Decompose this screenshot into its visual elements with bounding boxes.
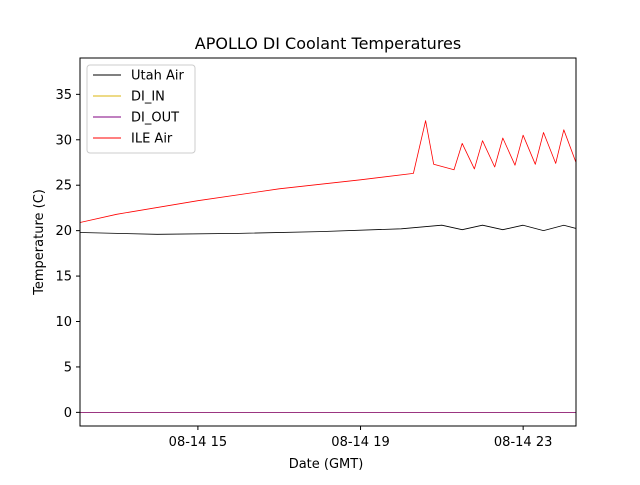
y-tick-label: 10	[55, 315, 72, 330]
legend-box	[86, 64, 196, 154]
legend-label: DI_OUT	[131, 111, 179, 126]
legend-label: ILE Air	[131, 132, 173, 147]
y-tick-label: 5	[64, 360, 72, 375]
y-tick-label: 15	[55, 270, 72, 285]
y-tick-label: 25	[55, 179, 72, 194]
plot-frame	[79, 57, 577, 427]
x-axis-label: Date (GMT)	[289, 457, 364, 472]
y-tick-label: 20	[55, 224, 72, 239]
y-axis-label: Temperature (C)	[32, 189, 47, 296]
plot-area	[79, 57, 577, 427]
y-axis: 0 5 10 15 20 25 30 35	[55, 88, 80, 421]
legend-label: DI_IN	[131, 90, 165, 105]
legend-label: Utah Air	[131, 69, 184, 84]
y-tick-label: 0	[64, 406, 72, 421]
x-tick-label: 08-14 15	[169, 435, 227, 450]
legend: Utah Air DI_IN DI_OUT ILE Air	[86, 64, 196, 154]
series-line-utah-air	[80, 224, 576, 235]
series-line-ile-air	[80, 120, 576, 223]
x-tick-label: 08-14 23	[494, 435, 552, 450]
y-tick-label: 30	[55, 133, 72, 148]
chart-title: APOLLO DI Coolant Temperatures	[195, 34, 461, 53]
series-layer	[80, 120, 576, 413]
x-tick-label: 08-14 19	[331, 435, 389, 450]
y-tick-label: 35	[55, 88, 72, 103]
